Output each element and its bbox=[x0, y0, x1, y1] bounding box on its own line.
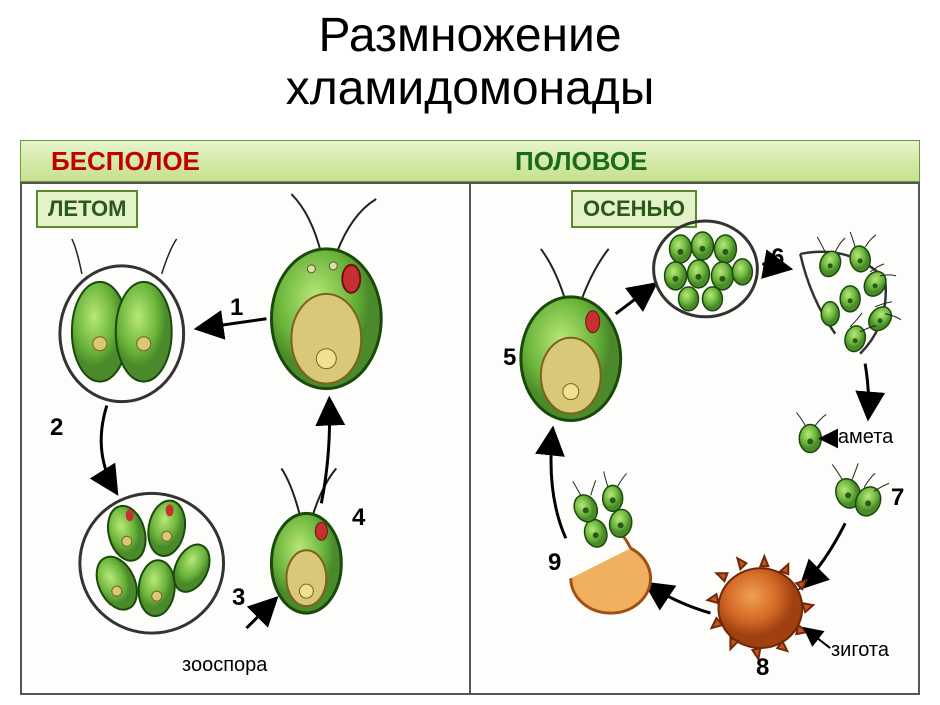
diagram-panes: ЛЕТОМ bbox=[20, 182, 920, 695]
stage-2-dividing-cell bbox=[60, 239, 184, 402]
title-line-2: хламидомонады bbox=[286, 62, 655, 115]
label-2: 2 bbox=[50, 414, 63, 442]
asexual-heading: БЕСПОЛОЕ bbox=[21, 141, 455, 181]
arrow-to-gamete bbox=[865, 364, 869, 419]
sexual-pane: ОСЕНЬЮ bbox=[471, 182, 920, 695]
arrow-8-9 bbox=[646, 583, 711, 613]
released-gametes bbox=[800, 232, 901, 354]
arrow-4-1 bbox=[321, 399, 329, 504]
label-7: 7 bbox=[891, 484, 904, 512]
title-line-1: Размножение bbox=[318, 9, 621, 62]
label-1: 1 bbox=[230, 294, 243, 322]
arrow-3-4 bbox=[246, 598, 276, 628]
single-gamete bbox=[796, 413, 826, 453]
stage-7-gamete-pair bbox=[832, 463, 889, 520]
arrow-zygote-label bbox=[804, 628, 830, 648]
asexual-diagram bbox=[22, 184, 469, 693]
label-3: 3 bbox=[232, 584, 245, 612]
stage-9-germination bbox=[570, 471, 651, 613]
label-gamete: гамета bbox=[831, 426, 893, 449]
label-zygote: зигота bbox=[831, 639, 889, 662]
page-title: Размножение хламидомонады bbox=[0, 0, 940, 116]
stage-5-parent-cell bbox=[521, 249, 621, 421]
label-6: 6 bbox=[771, 244, 784, 272]
stage-6-gamete-cluster bbox=[654, 221, 758, 317]
stage-4-zoospore bbox=[271, 468, 341, 613]
stage-8-zygote bbox=[707, 556, 813, 659]
stage-1-parent-cell bbox=[271, 194, 381, 389]
stage-3-zoospores-inside bbox=[80, 493, 224, 633]
label-9: 9 bbox=[548, 549, 561, 577]
reproduction-type-header: БЕСПОЛОЕ ПОЛОВОЕ bbox=[20, 140, 920, 182]
arrow-9-5 bbox=[551, 429, 566, 539]
sexual-heading: ПОЛОВОЕ bbox=[455, 141, 919, 181]
arrow-2-3 bbox=[101, 406, 117, 494]
arrow-7-8 bbox=[800, 523, 845, 588]
label-5: 5 bbox=[503, 344, 516, 372]
asexual-pane: ЛЕТОМ bbox=[20, 182, 471, 695]
arrow-5-6 bbox=[616, 284, 656, 314]
label-zoospore: зооспора bbox=[182, 654, 267, 677]
label-8: 8 bbox=[756, 654, 769, 682]
label-4: 4 bbox=[352, 504, 365, 532]
